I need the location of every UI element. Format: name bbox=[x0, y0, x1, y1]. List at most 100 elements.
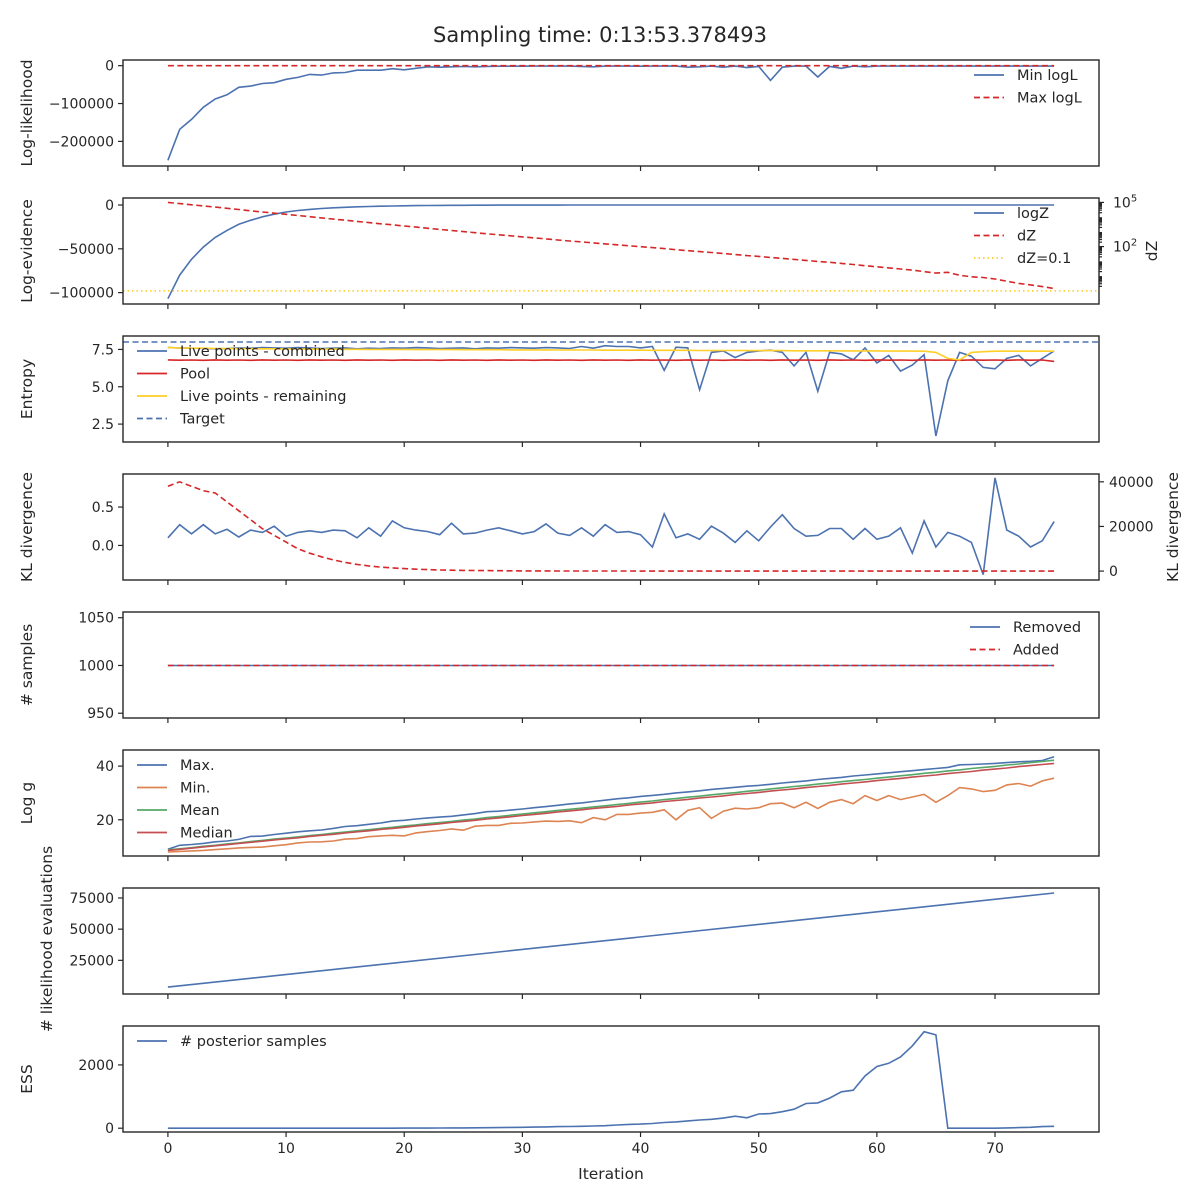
series-line-live-points-combined bbox=[167, 344, 1055, 437]
axes-frame bbox=[122, 59, 1100, 167]
y-tick-label: 25000 bbox=[69, 953, 114, 969]
right-tick-label: 20000 bbox=[1109, 519, 1154, 535]
subplot-stack: 0 −100000 −200000 Log-likelihood Min logL Max… bbox=[18, 59, 1182, 1157]
subplot-3: 2.5 5.0 7.5 Entropy Live points - combined Po… bbox=[18, 335, 1100, 447]
right-tick-label: 105 bbox=[1113, 193, 1137, 211]
right-tick-label: 102 bbox=[1113, 238, 1137, 256]
legend: Max. Min. Mean Median bbox=[137, 758, 233, 842]
series-line-live-points-remaining bbox=[167, 346, 1055, 361]
series-line-pool bbox=[167, 359, 1055, 363]
y-tick-label: 0 bbox=[105, 198, 114, 214]
series-line-posterior-samples bbox=[167, 1030, 1055, 1129]
series-group bbox=[167, 1030, 1055, 1129]
y-axis-label: Log-likelihood bbox=[18, 59, 36, 166]
y-tick-label: −50000 bbox=[58, 242, 114, 258]
y-tick-label: 0.0 bbox=[92, 538, 114, 554]
legend-entry: Removed bbox=[1013, 620, 1081, 636]
series-line-logz bbox=[167, 204, 1055, 300]
x-tick-label: 10 bbox=[277, 1141, 295, 1157]
series-line-dz bbox=[167, 201, 1055, 290]
figure-title: Sampling time: 0:13:53.378493 bbox=[433, 23, 767, 47]
series-line-min-logl bbox=[167, 65, 1055, 161]
y-tick-label: 20 bbox=[96, 813, 114, 829]
subplot-8: 0 10 20 30 40 50 60 70 2000 0 ESS # posterior sampl… bbox=[18, 1025, 1100, 1157]
series-line-s2 bbox=[167, 480, 1055, 572]
y-tick-label: 7.5 bbox=[92, 342, 114, 358]
series-group bbox=[123, 201, 1099, 300]
legend-entry: Mean bbox=[180, 803, 220, 819]
subplot-7: 75000 50000 25000 # likelihood evaluations bbox=[38, 846, 1100, 1032]
legend-entry: Pool bbox=[180, 367, 210, 383]
right-tick-label: 40000 bbox=[1109, 475, 1154, 491]
y-axis-label: Entropy bbox=[18, 359, 36, 419]
subplot-6: 40 20 Log g Max. Min. Mean Median bbox=[18, 749, 1100, 861]
right-axis-label: KL divergence bbox=[1164, 472, 1182, 582]
series-line-mean bbox=[167, 759, 1055, 851]
series-group bbox=[123, 341, 1099, 437]
y-tick-label: 0.5 bbox=[92, 500, 114, 516]
x-tick-label: 20 bbox=[395, 1141, 413, 1157]
legend: Removed Added bbox=[970, 620, 1081, 659]
series-group bbox=[167, 755, 1055, 853]
x-tick-label: 40 bbox=[632, 1141, 650, 1157]
subplot-5: 1050 1000 950 # samples Removed Added bbox=[18, 611, 1100, 723]
axes-frame bbox=[122, 197, 1100, 305]
y-tick-label: 0 bbox=[105, 1121, 114, 1137]
y-axis-label: Log g bbox=[18, 782, 36, 824]
legend-entry: Target bbox=[179, 412, 225, 428]
y-axis-label: # likelihood evaluations bbox=[38, 846, 56, 1032]
legend-entry: Live points - remaining bbox=[180, 389, 346, 405]
y-tick-label: −100000 bbox=[49, 286, 114, 302]
y-tick-label: 2.5 bbox=[92, 417, 114, 433]
series-line-max bbox=[167, 755, 1055, 851]
legend-entry: # posterior samples bbox=[180, 1034, 327, 1050]
right-tick-label: 0 bbox=[1109, 564, 1118, 580]
y-tick-label: 1000 bbox=[78, 658, 114, 674]
legend-entry: Median bbox=[180, 826, 233, 842]
y-axis-label: ESS bbox=[18, 1064, 36, 1093]
y-tick-label: −100000 bbox=[49, 97, 114, 113]
x-tick-label: 70 bbox=[986, 1141, 1004, 1157]
y-tick-label: 950 bbox=[87, 706, 114, 722]
y-axis-label: # samples bbox=[18, 624, 36, 706]
y-tick-label: −200000 bbox=[49, 134, 114, 150]
series-line-median bbox=[167, 762, 1055, 852]
legend-entry: Max logL bbox=[1017, 91, 1082, 107]
y-axis-label: KL divergence bbox=[18, 472, 36, 582]
right-axis-label: dZ bbox=[1143, 241, 1161, 261]
x-tick-label: 30 bbox=[513, 1141, 531, 1157]
y-tick-label: 5.0 bbox=[92, 380, 114, 396]
subplot-1: 0 −100000 −200000 Log-likelihood Min logL Max… bbox=[18, 59, 1100, 171]
y-axis-label: Log-evidence bbox=[18, 199, 36, 303]
legend: # posterior samples bbox=[137, 1034, 327, 1050]
subplot-2: 0 −50000 −100000 Log-evidence 105 102 dZ logZ dZ… bbox=[18, 193, 1161, 309]
x-tick-label: 60 bbox=[868, 1141, 886, 1157]
y-tick-label: 75000 bbox=[69, 891, 114, 907]
x-tick-label: 50 bbox=[750, 1141, 768, 1157]
legend-entry: Max. bbox=[180, 758, 215, 774]
series-group bbox=[167, 64, 1055, 161]
axes-frame bbox=[122, 887, 1100, 995]
axes-frame bbox=[122, 473, 1100, 581]
legend-entry: Min. bbox=[180, 781, 210, 797]
legend-entry: Min logL bbox=[1017, 68, 1078, 84]
series-group bbox=[167, 892, 1055, 988]
subplot-4: 0.5 0.0 KL divergence 40000 20000 0 KL diverge… bbox=[18, 472, 1182, 585]
y-tick-label: 40 bbox=[96, 759, 114, 775]
y-tick-label: 0 bbox=[105, 59, 114, 75]
y-tick-label: 2000 bbox=[78, 1058, 114, 1074]
series-group bbox=[167, 477, 1055, 575]
x-tick-label: 0 bbox=[163, 1141, 172, 1157]
series-line-s1 bbox=[167, 892, 1055, 988]
legend-entry: Live points - combined bbox=[180, 344, 345, 360]
legend: Live points - combined Pool Live points - … bbox=[137, 344, 346, 428]
x-axis-label: Iteration bbox=[578, 1165, 644, 1183]
legend: logZ dZ dZ=0.1 bbox=[974, 206, 1071, 267]
y-tick-label: 1050 bbox=[78, 611, 114, 627]
y-tick-label: 50000 bbox=[69, 922, 114, 938]
series-line-min bbox=[167, 777, 1055, 853]
legend: Min logL Max logL bbox=[974, 68, 1082, 107]
axes-frame bbox=[122, 335, 1100, 443]
legend-entry: dZ bbox=[1017, 229, 1036, 245]
